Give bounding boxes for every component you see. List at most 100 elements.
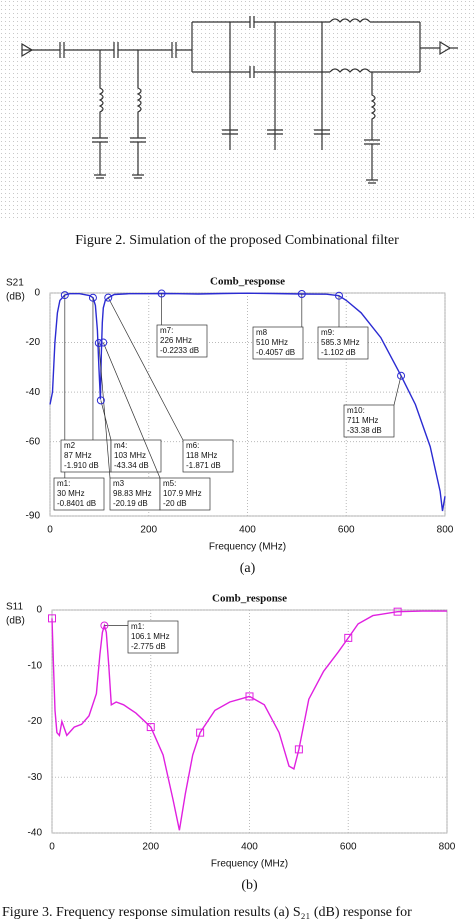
x-tick-label: 400	[239, 525, 256, 536]
y-tick-label: 0	[34, 288, 40, 299]
subfigure-label: (a)	[240, 561, 256, 576]
x-tick-label: 400	[241, 842, 258, 853]
x-axis-label: Frequency (MHz)	[209, 542, 286, 553]
marker-point	[100, 621, 109, 630]
marker-text: m4:	[114, 441, 127, 450]
marker-text: 711 MHz	[347, 416, 378, 425]
schematic	[0, 0, 474, 220]
x-tick-label: 600	[338, 525, 355, 536]
marker-point	[94, 339, 103, 348]
marker-point	[60, 291, 69, 300]
marker-text: 30 MHz	[57, 489, 85, 498]
x-tick-label: 600	[340, 842, 357, 853]
y-axis-unit: (dB)	[6, 292, 25, 303]
marker-leader	[98, 342, 111, 479]
marker-box	[110, 439, 162, 473]
subfigure-label: (b)	[241, 878, 258, 893]
marker-text: m10:	[347, 406, 365, 415]
point-marker	[196, 728, 205, 737]
x-tick-label: 0	[47, 525, 53, 536]
marker-text: 98.83 MHz	[113, 489, 152, 498]
marker-point	[96, 396, 105, 405]
marker-box	[343, 404, 395, 438]
marker-point	[99, 338, 108, 347]
point-marker	[245, 692, 254, 701]
marker-text: -0.2233 dB	[160, 346, 199, 355]
marker-text: m5:	[163, 479, 176, 488]
marker-point	[157, 289, 166, 298]
circuit	[21, 16, 458, 184]
y-tick-label: -20	[28, 716, 43, 727]
marker-text: 585.3 MHz	[321, 338, 360, 347]
y-tick-label: -40	[28, 828, 43, 839]
marker-text: -43.34 dB	[114, 461, 149, 470]
y-axis-unit: (dB)	[6, 616, 25, 627]
marker-point	[334, 291, 343, 300]
x-tick-label: 800	[439, 842, 456, 853]
marker-text: -0.4057 dB	[256, 348, 295, 357]
point-marker	[393, 607, 402, 616]
point-marker	[48, 614, 56, 623]
marker-text: m3	[113, 479, 125, 488]
marker-point	[397, 371, 406, 380]
figure-caption: Figure 2. Simulation of the proposed Com…	[75, 233, 399, 248]
y-tick-label: -20	[26, 337, 41, 348]
marker-text: -33.38 dB	[347, 426, 382, 435]
marker-text: -0.8401 dB	[57, 499, 96, 508]
marker-text: -20.19 dB	[113, 499, 148, 508]
marker-text: m7:	[160, 326, 173, 335]
marker-text: 118 MHz	[186, 451, 217, 460]
marker-text: m8	[256, 328, 268, 337]
marker-point	[88, 293, 97, 302]
marker-text: m1:	[57, 479, 70, 488]
y-axis-label: S21	[6, 278, 24, 289]
y-tick-label: -90	[26, 511, 41, 522]
marker-text: -1.910 dB	[64, 461, 99, 470]
marker-leader	[393, 375, 402, 406]
response-curve	[51, 610, 447, 831]
point-marker	[146, 723, 155, 732]
marker-text: 107.9 MHz	[163, 489, 202, 498]
marker-box	[156, 324, 208, 358]
marker-point	[104, 293, 113, 302]
y-tick-label: -40	[26, 387, 41, 398]
marker-leader	[102, 342, 161, 479]
marker-text: -20 dB	[163, 499, 187, 508]
marker-text: m6:	[186, 441, 199, 450]
x-tick-label: 0	[49, 842, 55, 853]
x-axis-label: Frequency (MHz)	[211, 859, 288, 870]
marker-text: 103 MHz	[114, 451, 146, 460]
marker-text: m2	[64, 441, 76, 450]
point-marker	[294, 745, 303, 754]
marker-box	[53, 477, 105, 511]
marker-text: 87 MHz	[64, 451, 92, 460]
schematic-background	[0, 0, 474, 220]
marker-text: -1.871 dB	[186, 461, 221, 470]
marker-text: -1.102 dB	[321, 348, 356, 357]
marker-text: 106.1 MHz	[131, 632, 170, 641]
marker-text: 226 MHz	[160, 336, 192, 345]
chart-title: Comb_response	[212, 593, 287, 605]
figure-caption: Figure 3. Frequency response simulation …	[2, 905, 412, 920]
chart-title: Comb_response	[210, 276, 285, 288]
marker-box	[159, 477, 211, 511]
marker-box	[252, 326, 304, 360]
marker-box	[182, 439, 234, 473]
marker-text: -2.775 dB	[131, 642, 166, 651]
marker-point	[297, 290, 306, 299]
marker-leader	[107, 297, 184, 441]
marker-text: m9:	[321, 328, 334, 337]
x-tick-label: 200	[140, 525, 157, 536]
y-tick-label: -30	[28, 772, 43, 783]
response-curve	[49, 292, 446, 512]
marker-leader	[100, 400, 112, 441]
y-tick-label: -10	[28, 660, 43, 671]
x-tick-label: 200	[142, 842, 159, 853]
y-tick-label: -60	[26, 436, 41, 447]
marker-box	[127, 620, 179, 654]
x-tick-label: 800	[437, 525, 454, 536]
marker-box	[317, 326, 369, 360]
y-tick-label: 0	[36, 605, 42, 616]
point-marker	[344, 633, 353, 642]
